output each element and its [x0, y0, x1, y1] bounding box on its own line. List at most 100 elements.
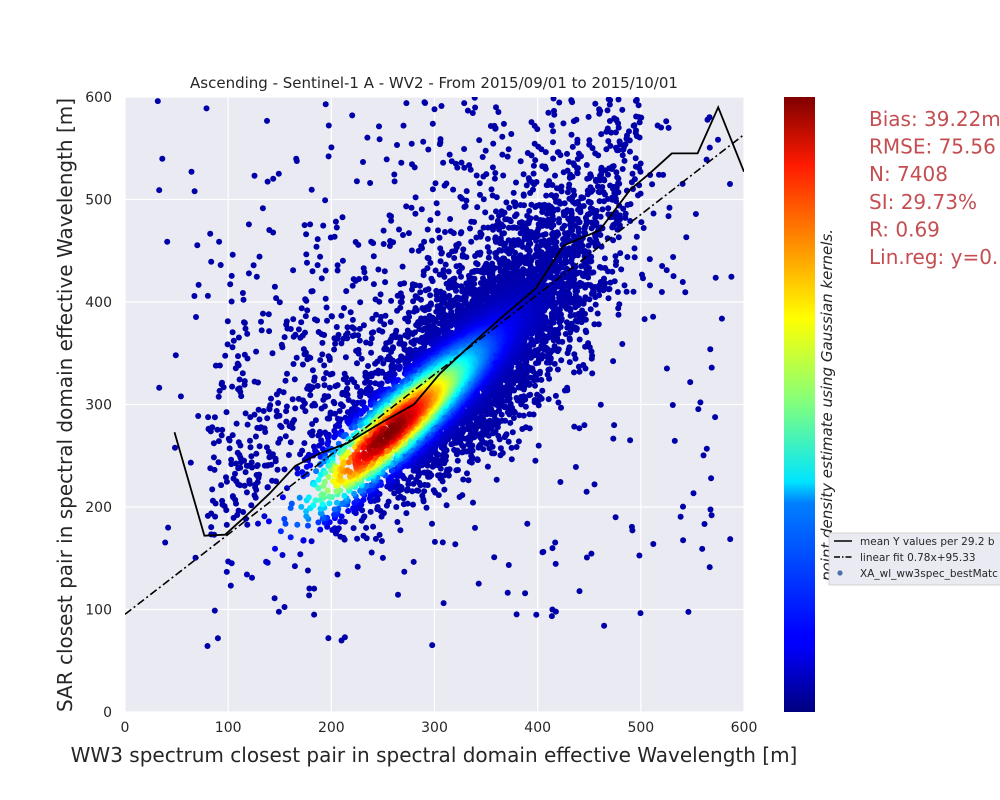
scatter-point: [256, 425, 263, 432]
scatter-point: [410, 480, 417, 487]
scatter-point: [394, 142, 400, 148]
scatter-point: [484, 235, 491, 242]
scatter-point: [619, 106, 626, 113]
scatter-point: [258, 327, 265, 334]
scatter-point: [473, 431, 480, 438]
scatter-point: [412, 194, 419, 201]
scatter-point: [636, 552, 643, 559]
scatter-point: [361, 269, 368, 276]
scatter-point: [619, 166, 626, 172]
scatter-point: [376, 136, 383, 143]
scatter-point: [274, 466, 281, 473]
scatter-point: [204, 292, 211, 299]
scatter-point: [476, 180, 483, 187]
scatter-point: [558, 357, 565, 364]
scatter-point: [507, 400, 514, 407]
scatter-point: [606, 118, 613, 124]
scatter-point: [304, 307, 311, 314]
scatter-point: [240, 509, 247, 515]
scatter-point: [589, 370, 596, 377]
scatter-point: [613, 169, 620, 176]
scatter-point: [283, 408, 290, 415]
scatter-point: [558, 188, 565, 195]
scatter-point: [253, 450, 260, 457]
scatter-point: [230, 337, 237, 344]
scatter-point: [569, 143, 576, 150]
scatter-point: [609, 268, 616, 275]
scatter-point: [505, 438, 512, 445]
scatter-point: [415, 247, 422, 254]
scatter-point: [442, 229, 448, 235]
scatter-point: [349, 282, 356, 289]
scatter-point: [400, 232, 406, 238]
scatter-point: [354, 383, 360, 390]
scatter-point: [576, 588, 583, 595]
scatter-point: [195, 413, 202, 419]
scatter-point: [612, 514, 619, 521]
scatter-point: [321, 332, 328, 338]
scatter-point: [575, 165, 581, 172]
scatter-point: [235, 353, 241, 360]
scatter-point: [492, 125, 499, 132]
scatter-point: [241, 457, 247, 464]
scatter-point: [334, 335, 341, 342]
scatter-point: [332, 340, 339, 347]
scatter-point: [616, 301, 623, 308]
scatter-point: [477, 233, 484, 240]
scatter-point: [323, 304, 330, 311]
scatter-point: [418, 296, 424, 303]
scatter-point: [477, 191, 483, 198]
scatter-point: [215, 393, 222, 400]
scatter-point: [228, 272, 235, 279]
scatter-point: [576, 368, 583, 375]
scatter-point: [535, 402, 542, 409]
scatter-point: [459, 449, 466, 456]
scatter-point: [646, 256, 653, 263]
scatter-point: [325, 635, 332, 642]
scatter-point: [422, 100, 429, 106]
scatter-point: [581, 422, 588, 429]
scatter-point: [388, 213, 394, 220]
scatter-point: [252, 494, 259, 501]
scatter-point: [656, 171, 662, 178]
scatter-point: [565, 184, 572, 191]
scatter-point: [535, 442, 542, 449]
scatter-point: [630, 122, 637, 129]
scatter-point: [663, 365, 670, 372]
scatter-point: [489, 450, 496, 457]
scatter-point: [685, 608, 692, 615]
scatter-point: [500, 120, 507, 127]
scatter-point: [473, 172, 480, 179]
scatter-point: [204, 643, 211, 649]
scatter-point: [544, 210, 550, 217]
scatter-point: [639, 271, 645, 278]
scatter-point: [357, 393, 364, 400]
scatter-point: [292, 405, 299, 412]
scatter-point: [387, 474, 394, 481]
scatter-point: [505, 146, 512, 153]
scatter-point: [637, 610, 644, 617]
scatter-point: [599, 184, 606, 190]
scatter-point: [400, 501, 407, 508]
scatter-point: [554, 366, 561, 373]
scatter-point: [552, 560, 559, 567]
scatter-point: [220, 384, 227, 391]
scatter-point: [591, 321, 598, 328]
scatter-point: [279, 344, 286, 351]
scatter-point: [306, 592, 313, 599]
scatter-point: [307, 221, 314, 228]
scatter-point: [383, 156, 390, 163]
scatter-point: [571, 369, 577, 376]
scatter-point: [256, 416, 263, 423]
scatter-point: [195, 281, 202, 288]
scatter-point: [265, 518, 272, 525]
scatter-point: [638, 114, 645, 121]
scatter-point: [252, 433, 259, 440]
scatter-point: [421, 238, 428, 245]
scatter-point: [534, 391, 541, 398]
scatter-point: [242, 410, 249, 417]
scatter-point: [429, 520, 435, 527]
scatter-point: [528, 152, 535, 159]
scatter-point: [381, 268, 388, 275]
scatter-point: [489, 164, 496, 171]
